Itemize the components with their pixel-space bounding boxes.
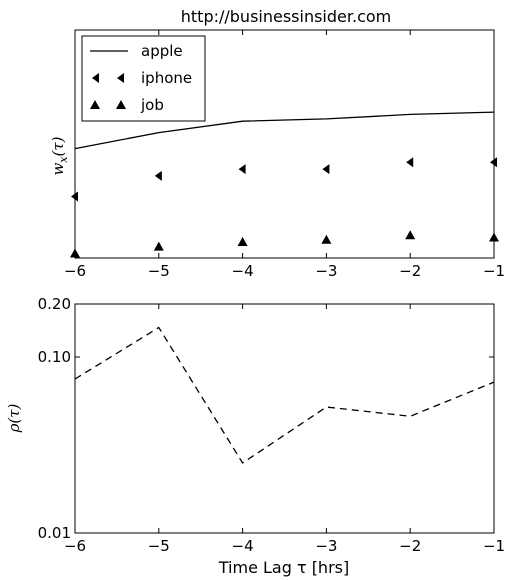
x-tick-label: −2	[399, 537, 421, 555]
x-tick-label: −1	[483, 537, 505, 555]
top-panel-ylabel: wx(τ)	[49, 136, 70, 175]
bottom-panel-ticks: −6 −5 −4 −3 −2 −1 0.20 0.10 0.01	[38, 295, 505, 555]
x-tick-label: −6	[64, 262, 86, 280]
bottom-panel: −6 −5 −4 −3 −2 −1 0.20 0.10 0.01 ρ(τ) Time Lag τ…	[5, 295, 505, 577]
x-tick-label: −3	[315, 262, 337, 280]
legend-label-job: job	[140, 96, 164, 114]
point-iphone	[71, 191, 78, 202]
x-tick-label: −4	[232, 537, 254, 555]
legend-job-marker	[116, 100, 126, 109]
legend-entry-job: job	[90, 96, 164, 114]
point-job	[321, 234, 332, 244]
point-job	[489, 232, 499, 242]
point-iphone	[154, 170, 162, 181]
x-tick-label: −1	[483, 262, 505, 280]
point-job	[153, 241, 164, 251]
y-tick-label: 0.20	[38, 295, 71, 313]
top-panel-x-ticks: −6 −5 −4 −3 −2 −1	[64, 30, 505, 280]
x-tick-label: −4	[232, 262, 254, 280]
series-line-rho	[74, 326, 495, 464]
top-panel: http://businessinsider.com −6 −5 −4 −3 −2 −1 …	[49, 7, 505, 280]
legend-frame	[81, 35, 206, 122]
point-job	[237, 237, 248, 247]
legend-label-iphone: iphone	[141, 69, 192, 87]
top-panel-marks	[70, 111, 499, 258]
y-tick-label: 0.01	[38, 524, 71, 542]
top-panel-title: http://businessinsider.com	[181, 7, 391, 26]
point-iphone	[406, 157, 414, 168]
legend-entry-iphone: iphone	[92, 69, 192, 87]
bottom-panel-marks	[74, 326, 495, 464]
x-tick-label: −3	[315, 537, 337, 555]
y-tick-label: 0.10	[38, 348, 71, 366]
legend: apple iphone job	[81, 35, 206, 122]
x-tick-label: −5	[148, 262, 170, 280]
legend-label-apple: apple	[141, 42, 183, 60]
bottom-plot-frame	[74, 303, 495, 534]
bottom-panel-ylabel: ρ(τ)	[5, 403, 23, 433]
x-tick-label: −5	[148, 537, 170, 555]
legend-iphone-marker	[92, 73, 99, 83]
legend-iphone-marker	[117, 73, 124, 83]
point-iphone	[490, 157, 497, 168]
point-job	[70, 248, 80, 258]
point-iphone	[322, 164, 330, 175]
legend-entry-apple: apple	[90, 42, 183, 60]
x-tick-label: −2	[399, 262, 421, 280]
point-iphone	[238, 164, 246, 175]
series-line-apple	[74, 111, 495, 150]
point-job	[405, 230, 416, 240]
x-tick-label: −6	[64, 537, 86, 555]
legend-job-marker	[90, 100, 100, 109]
bottom-panel-xlabel: Time Lag τ [hrs]	[218, 558, 349, 577]
